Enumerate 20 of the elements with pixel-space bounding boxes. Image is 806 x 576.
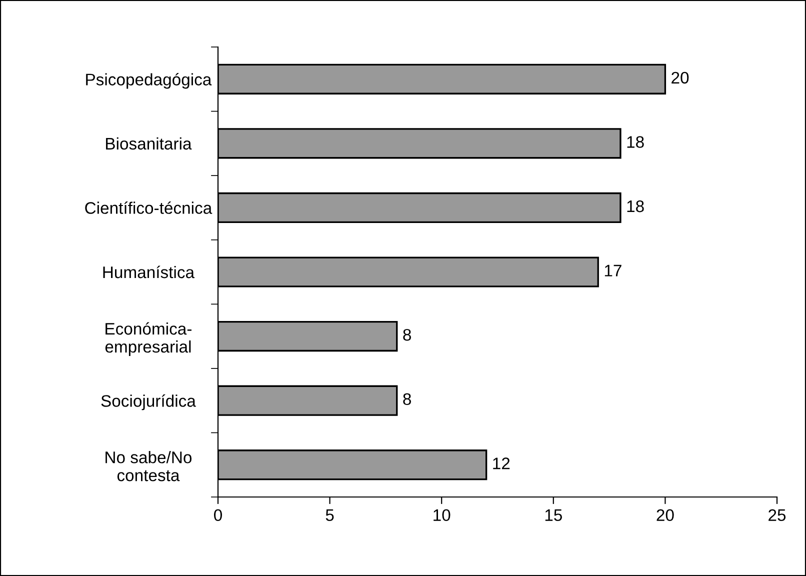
data-label: 18 — [627, 200, 644, 212]
y-tick-label: Humanística — [103, 266, 195, 278]
x-tick-label: 0 — [214, 509, 222, 522]
data-label: 17 — [604, 264, 622, 276]
y-tick-label: No sabe/No contesta — [106, 451, 192, 482]
data-label: 20 — [672, 72, 689, 84]
x-tick-label: 5 — [326, 509, 334, 522]
data-label: 8 — [403, 393, 411, 406]
x-tick-label: 25 — [768, 509, 786, 522]
y-tick-label: Científico-técnica — [85, 201, 212, 214]
y-tick-label: Económica- empresarial — [105, 322, 192, 356]
data-label: 8 — [403, 328, 411, 341]
data-label: 18 — [627, 136, 644, 148]
data-label: 12 — [493, 458, 510, 470]
x-tick-label: 10 — [434, 509, 450, 522]
y-tick-label: Psicopedagógica — [86, 73, 212, 89]
y-tick-label: Biosanitaria — [106, 137, 192, 150]
y-tick-label: Sociojurídica — [101, 394, 196, 410]
x-tick-label: 20 — [656, 509, 674, 522]
x-tick-label: 15 — [545, 509, 562, 522]
